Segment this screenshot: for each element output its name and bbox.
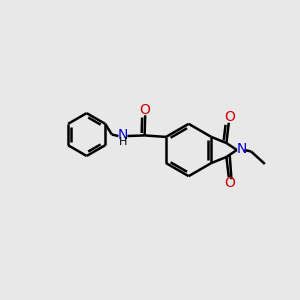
Text: H: H — [119, 137, 127, 147]
Text: O: O — [140, 103, 151, 117]
Text: O: O — [224, 110, 235, 124]
Text: O: O — [224, 176, 235, 190]
Text: N: N — [236, 142, 247, 156]
Text: N: N — [118, 128, 128, 142]
